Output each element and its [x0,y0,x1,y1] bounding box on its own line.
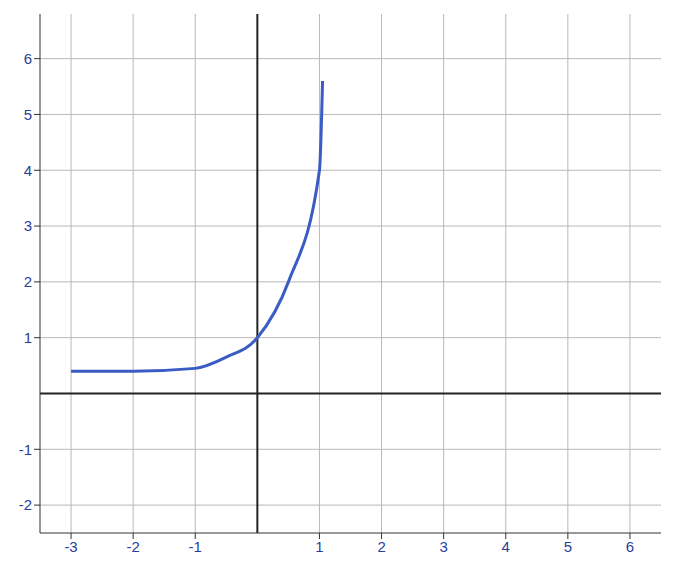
svg-text:2: 2 [24,273,32,290]
svg-text:2: 2 [377,538,385,555]
svg-text:-2: -2 [126,538,139,555]
svg-text:3: 3 [24,217,32,234]
svg-text:4: 4 [502,538,510,555]
svg-text:4: 4 [24,162,32,179]
svg-text:5: 5 [564,538,572,555]
svg-text:6: 6 [626,538,634,555]
svg-text:3: 3 [439,538,447,555]
svg-text:1: 1 [315,538,323,555]
svg-text:6: 6 [24,50,32,67]
svg-text:-1: -1 [19,441,32,458]
svg-text:-3: -3 [64,538,77,555]
svg-text:1: 1 [24,329,32,346]
svg-text:-1: -1 [189,538,202,555]
svg-text:-2: -2 [19,496,32,513]
svg-text:5: 5 [24,106,32,123]
